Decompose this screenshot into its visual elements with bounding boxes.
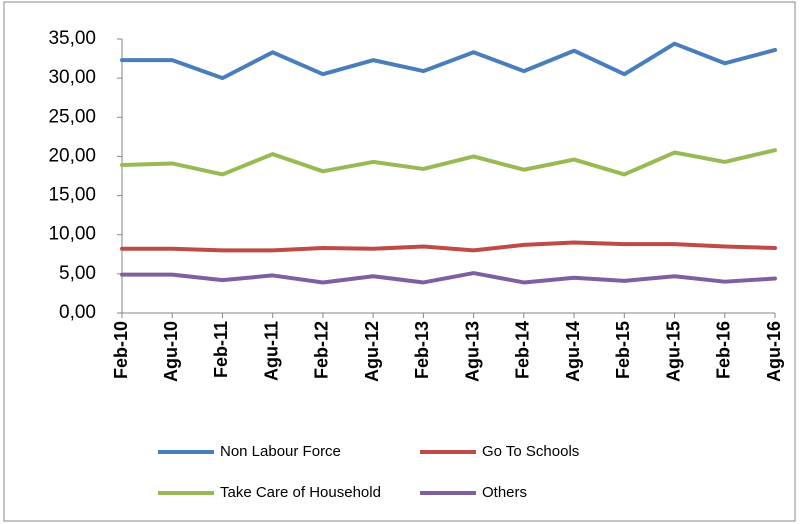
y-tick-label: 15,00 — [48, 185, 96, 206]
series-line — [120, 148, 777, 177]
legend-label: Take Care of Household — [220, 484, 381, 501]
x-tick-label: Feb-10 — [111, 321, 131, 379]
y-tick-label: 5,00 — [59, 263, 96, 284]
x-tick-label: Agu-16 — [764, 321, 784, 382]
y-tick-label: 30,00 — [48, 67, 96, 88]
y-tick-label: 0,00 — [59, 302, 96, 323]
x-tick-label: Feb-13 — [412, 321, 432, 379]
y-tick-label: 10,00 — [48, 224, 96, 245]
series-line — [120, 240, 777, 253]
x-tick-label: Feb-14 — [513, 321, 533, 379]
chart-border — [3, 1, 796, 522]
legend-label: Non Labour Force — [220, 443, 341, 460]
y-tick-label: 35,00 — [48, 28, 96, 49]
legend-label: Others — [482, 484, 527, 501]
x-tick-label: Feb-12 — [312, 321, 332, 379]
legend-label: Go To Schools — [482, 443, 579, 460]
y-tick-label: 20,00 — [48, 145, 96, 166]
x-tick-label: Agu-15 — [663, 321, 683, 382]
x-tick-label: Agu-13 — [462, 321, 482, 382]
x-tick-label: Feb-11 — [211, 321, 231, 378]
x-tick-label: Agu-11 — [261, 321, 281, 381]
x-tick-label: Feb-15 — [613, 321, 633, 379]
x-tick-label: Agu-12 — [362, 321, 382, 382]
x-tick-label: Agu-10 — [161, 321, 181, 382]
series-line — [120, 41, 777, 81]
series-line — [120, 271, 777, 285]
x-tick-label: Feb-16 — [714, 321, 734, 379]
x-tick-label: Agu-14 — [563, 321, 583, 382]
y-tick-label: 25,00 — [48, 106, 96, 127]
